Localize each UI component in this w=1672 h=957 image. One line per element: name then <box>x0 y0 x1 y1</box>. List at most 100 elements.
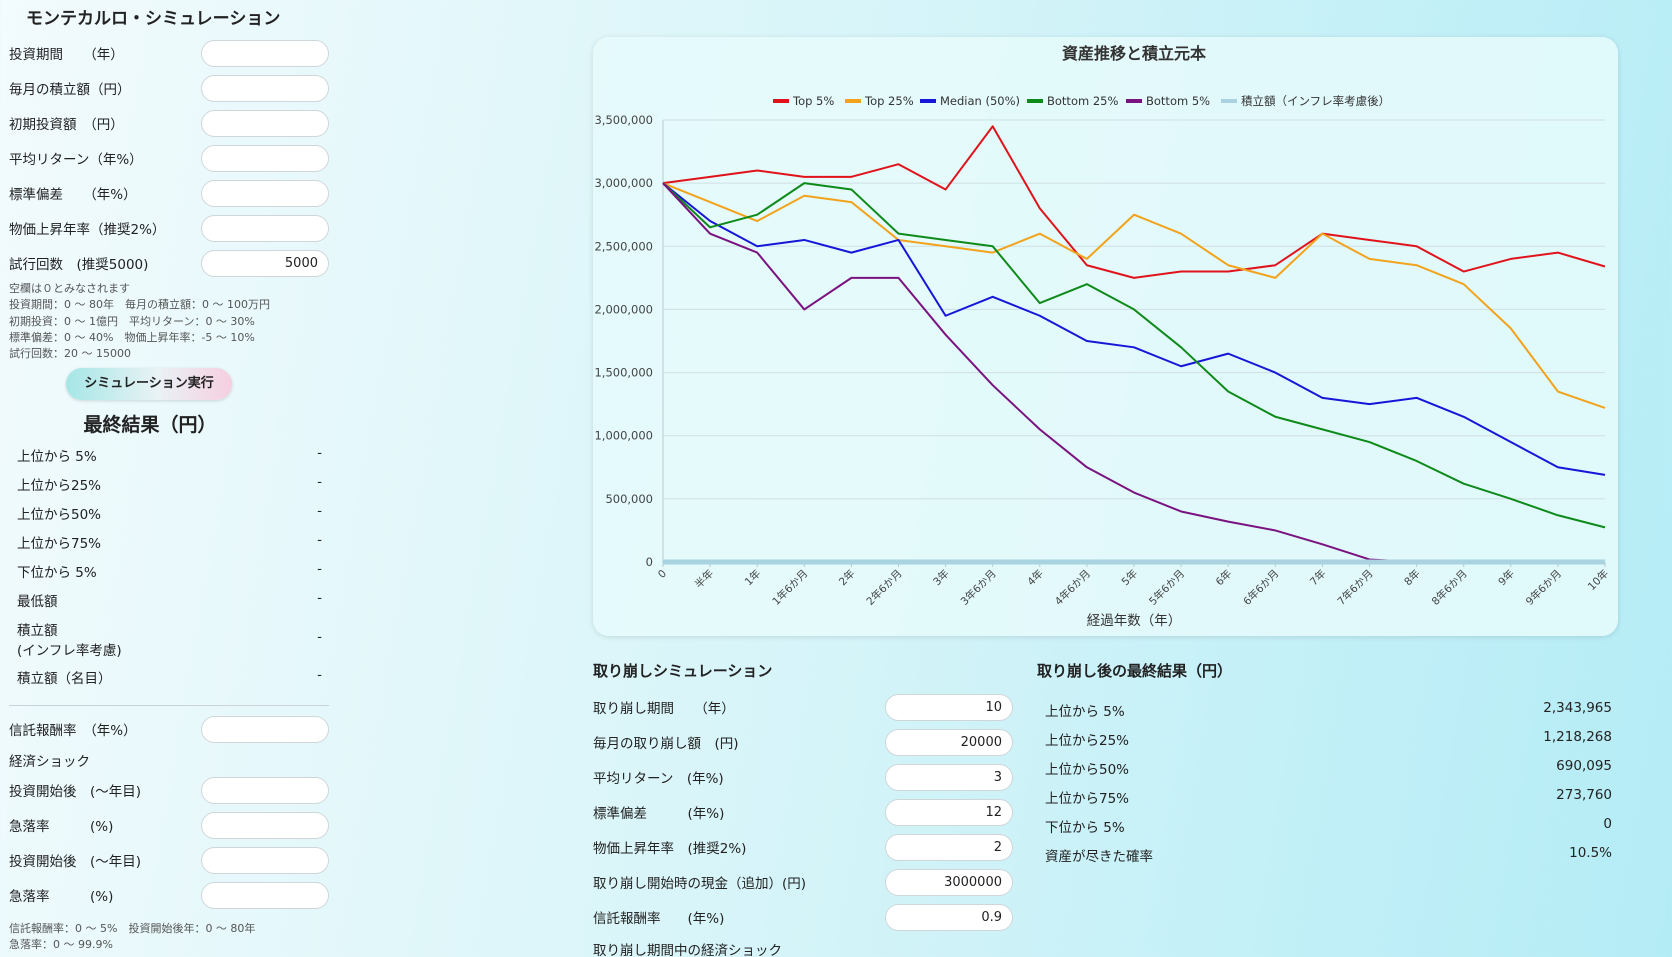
input-notes: 空欄は０とみなされます 投資期間：0 〜 80年 毎月の積立額：0 〜 100万… <box>9 281 270 362</box>
run-simulation-button[interactable]: シミュレーション実行 <box>66 368 232 400</box>
withdraw-input-row: 物価上昇年率 (推奨2%) 2 <box>593 833 1013 861</box>
note-line: 信託報酬率：0 〜 5% 投資開始後年：0 〜 80年 <box>9 922 256 935</box>
shock-input-row: 投資開始後 (〜年目) <box>9 775 331 805</box>
x-tick-label: 7年 <box>1307 567 1328 588</box>
withdraw-result-value: 10.5% <box>1569 845 1612 861</box>
input-field[interactable] <box>201 144 329 172</box>
final-result-value: - <box>317 445 322 461</box>
withdraw-result-value: 690,095 <box>1556 758 1612 774</box>
input-row: 初期投資額 （円） <box>9 108 331 138</box>
chart-title: 資産推移と積立元本 <box>1062 44 1206 63</box>
legend-label: Top 5% <box>792 94 834 108</box>
withdraw-input-label: 平均リターン (年%) <box>593 771 724 787</box>
withdraw-result-row: 上位から50% 690,095 <box>1045 758 1612 778</box>
withdraw-input-field[interactable]: 3 <box>885 763 1013 791</box>
withdraw-results-title: 取り崩し後の最終結果（円） <box>1037 662 1233 680</box>
shock-input-row: 投資開始後 (〜年目) <box>9 845 331 875</box>
input-field[interactable]: 5000 <box>201 249 329 277</box>
asset-chart-card: 資産推移と積立元本 3,500,000 3,000,000 2,500,000 2,00… <box>593 37 1618 636</box>
final-result-row: 最低額 - <box>17 590 322 610</box>
withdraw-input-row: 標準偏差 (年%) 12 <box>593 798 1013 826</box>
note-line: 急落率：0 〜 99.9% <box>9 937 113 951</box>
input-field[interactable] <box>201 179 329 207</box>
shock-input-row: 急落率 (%) <box>9 810 331 840</box>
y-tick-label: 2,000,000 <box>594 302 653 316</box>
withdraw-result-label: 上位から50% <box>1045 762 1130 778</box>
shock-input-field[interactable] <box>201 811 329 839</box>
withdraw-input-field[interactable]: 20000 <box>885 728 1013 756</box>
note-line: 初期投資：0 〜 1億円 平均リターン：0 〜 30% <box>9 314 255 328</box>
input-field[interactable] <box>201 109 329 137</box>
shock-input-label: 投資開始後 (〜年目) <box>9 784 142 800</box>
withdraw-result-label: 上位から75% <box>1045 791 1130 807</box>
input-label: 投資期間 （年） <box>9 47 124 63</box>
y-tick-label: 1,000,000 <box>594 429 653 443</box>
final-result-row: 積立額（名目） - <box>17 667 322 687</box>
input-field[interactable] <box>201 214 329 242</box>
note-line: 標準偏差：0 〜 40% 物価上昇年率：-5 〜 10% <box>9 330 255 344</box>
shock-input-field[interactable] <box>201 881 329 909</box>
withdraw-result-value: 0 <box>1603 816 1612 832</box>
x-tick-label: 5年 <box>1119 567 1140 588</box>
withdraw-shock-title: 取り崩し期間中の経済ショック <box>593 935 1013 957</box>
withdraw-result-row: 上位から75% 273,760 <box>1045 787 1612 807</box>
final-result-row: 上位から25% - <box>17 474 322 494</box>
withdraw-result-row: 上位から 5% 2,343,965 <box>1045 700 1612 720</box>
final-result-label: 上位から75% <box>17 536 102 552</box>
y-tick-label: 1,500,000 <box>594 366 653 380</box>
withdraw-result-label: 上位から25% <box>1045 733 1130 749</box>
input-row: 毎月の積立額（円） <box>9 73 331 103</box>
shock-input-field[interactable] <box>201 776 329 804</box>
x-tick-label: 5年6か月 <box>1146 567 1187 608</box>
final-result-label: 下位から 5% <box>17 565 97 581</box>
withdraw-input-field[interactable]: 10 <box>885 693 1013 721</box>
withdraw-input-row: 取り崩し開始時の現金（追加）(円) 3000000 <box>593 868 1013 896</box>
x-tick-label: 4年6か月 <box>1052 567 1093 608</box>
legend-swatch <box>1126 99 1142 103</box>
x-tick-label: 6年 <box>1213 567 1234 588</box>
final-result-row: 上位から75% - <box>17 532 322 552</box>
legend-swatch <box>920 99 936 103</box>
input-label: 試行回数 (推奨5000) <box>9 257 149 273</box>
final-result-label: 上位から 5% <box>17 449 97 465</box>
series-line <box>662 125 1606 279</box>
x-tick-label: 8年6か月 <box>1429 567 1470 608</box>
input-row: 物価上昇年率（推奨2%） <box>9 213 331 243</box>
input-field[interactable] <box>201 39 329 67</box>
input-field[interactable] <box>201 74 329 102</box>
input-label: 物価上昇年率（推奨2%） <box>9 222 166 238</box>
x-tick-label: 9年 <box>1496 567 1517 588</box>
withdraw-input-field[interactable]: 3000000 <box>885 868 1013 896</box>
final-result-value: - <box>317 503 322 519</box>
y-tick-label: 2,500,000 <box>594 239 653 253</box>
x-tick-label: 1年 <box>742 567 763 588</box>
settings-panel: モンテカルロ・シミュレーション 投資期間 （年） 毎月の積立額（円） 初期投資額 （… <box>0 0 340 957</box>
input-row: 投資期間 （年） <box>9 38 331 68</box>
fee-input-field[interactable] <box>201 715 329 743</box>
withdraw-result-row: 上位から25% 1,218,268 <box>1045 729 1612 749</box>
note-line: 投資期間：0 〜 80年 毎月の積立額：0 〜 100万円 <box>9 298 270 312</box>
input-row: 試行回数 (推奨5000) 5000 <box>9 248 331 278</box>
final-result-row: 上位から50% - <box>17 503 322 523</box>
withdraw-input-label: 信託報酬率 (年%) <box>593 911 725 927</box>
x-tick-label: 2年6か月 <box>864 567 905 608</box>
legend-swatch <box>1027 99 1043 103</box>
final-result-row: 積立額 (インフレ率考慮) - <box>17 619 322 659</box>
shock-input-field[interactable] <box>201 846 329 874</box>
input-row: 標準偏差 （年%） <box>9 178 331 208</box>
fee-input-label: 信託報酬率 （年%） <box>9 723 137 739</box>
shock-input-label: 急落率 (%) <box>9 819 114 835</box>
withdraw-result-label: 上位から 5% <box>1045 704 1125 720</box>
withdraw-input-field[interactable]: 12 <box>885 798 1013 826</box>
withdraw-input-field[interactable]: 2 <box>885 833 1013 861</box>
legend-label: Bottom 5% <box>1146 94 1210 108</box>
x-tick-label: 3年6か月 <box>958 567 999 608</box>
withdraw-result-value: 273,760 <box>1556 787 1612 803</box>
withdraw-input-field[interactable]: 0.9 <box>885 903 1013 931</box>
withdraw-title: 取り崩しシミュレーション <box>593 662 773 680</box>
final-results-title: 最終結果（円） <box>83 414 217 436</box>
note-line: 試行回数：20 〜 15000 <box>9 347 131 361</box>
input-row: 平均リターン（年%） <box>9 143 331 173</box>
x-tick-label: 10年 <box>1585 567 1611 593</box>
legend-swatch <box>1221 99 1237 103</box>
